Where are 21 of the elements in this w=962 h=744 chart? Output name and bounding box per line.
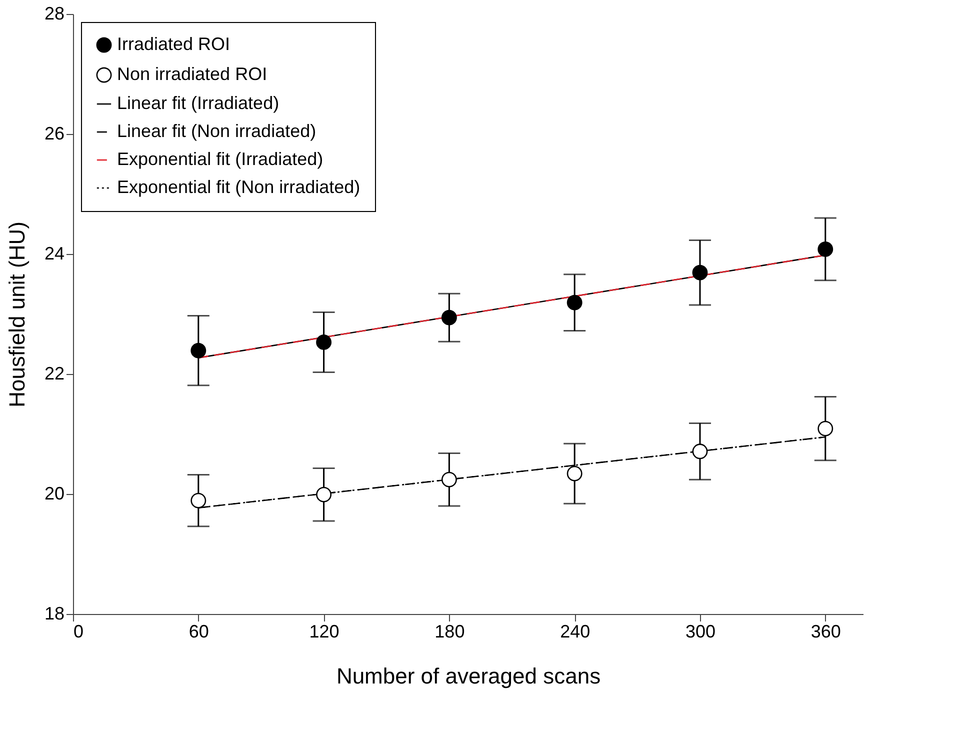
y-axis-title: Housfield unit (HU) [4,222,30,408]
x-tick-label: 240 [560,622,590,642]
legend-label: Irradiated ROI [117,34,230,54]
y-tick-label: 26 [44,124,64,144]
y-tick-label: 22 [44,364,64,384]
x-tick-label: 300 [685,622,716,642]
y-tick-label: 28 [44,4,64,24]
legend-label: Linear fit (Irradiated) [117,93,280,113]
x-axis-title: Number of averaged scans [336,664,601,688]
x-tick-label: 180 [434,622,465,642]
x-tick-label: 60 [188,622,209,642]
x-tick-label: 0 [74,622,84,642]
legend-label: Linear fit (Non irradiated) [117,121,316,141]
y-tick-label: 24 [44,244,64,264]
x-tick-label: 360 [810,622,841,642]
legend-label: Exponential fit (Irradiated) [117,149,324,169]
legend-label: Non irradiated ROI [117,64,268,84]
y-tick-label: 18 [44,604,64,624]
legend-label: Exponential fit (Non irradiated) [117,177,360,197]
x-tick-label: 120 [309,622,340,642]
y-tick-label: 20 [44,484,64,504]
